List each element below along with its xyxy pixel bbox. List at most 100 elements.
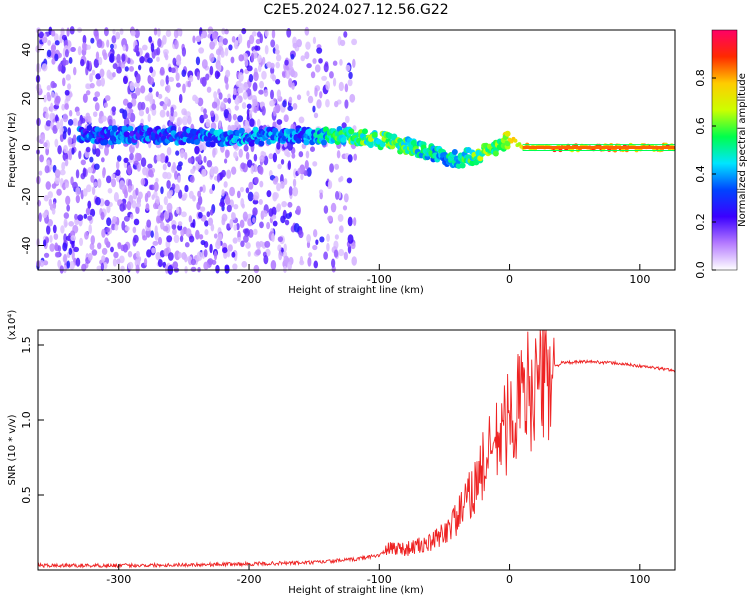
spectrogram-cell (226, 169, 232, 179)
spectrogram-cell (196, 251, 203, 262)
spectrogram-cell (38, 170, 43, 176)
spectrogram-cell (152, 240, 159, 246)
spectrogram-cell (242, 211, 248, 222)
spectrogram-cell (212, 148, 216, 158)
spectrogram-cell (60, 225, 65, 234)
spectrogram-cell (138, 64, 142, 71)
spectrogram-cell (255, 249, 261, 256)
spectrogram-cell (134, 44, 139, 54)
spectrogram-cell (319, 192, 323, 200)
spectrogram-cell (106, 204, 111, 214)
x-tick-label: 0 (506, 273, 513, 286)
spectrogram-cell (298, 116, 305, 124)
spectrogram-cell (85, 83, 90, 90)
spectrogram-cell (157, 93, 163, 100)
spectrogram-cell (259, 155, 265, 163)
spectrogram-cell (91, 249, 98, 256)
spectrogram-cell (135, 250, 140, 258)
spectrogram-cell (249, 118, 255, 127)
spectrogram-cell (158, 204, 163, 211)
spectrogram-cell (99, 68, 105, 78)
spectrogram-cell (135, 73, 141, 84)
spectrogram-cell (181, 115, 188, 126)
spectrogram-cell (282, 100, 287, 108)
spectrogram-cell (205, 118, 211, 128)
spectrogram-cell (130, 30, 136, 37)
spectrogram-cell (255, 38, 261, 45)
spectrogram-cell (184, 151, 188, 160)
spectrogram-cell (155, 177, 159, 183)
spectrogram-cell (203, 249, 208, 258)
spectrogram-cell (96, 79, 102, 87)
spectrogram-cell (237, 33, 243, 44)
spectrogram-cell (190, 258, 197, 266)
spectrogram-cell (51, 58, 56, 65)
spectrogram-cell (238, 72, 244, 83)
spectrogram-cell (189, 175, 195, 183)
spectrogram-cell (244, 228, 250, 238)
spectrogram-cell (189, 75, 194, 83)
spectrogram-cell (173, 183, 180, 194)
spectrogram-cell (262, 210, 268, 217)
spectrogram-cell (140, 85, 146, 94)
spectrogram-cell (59, 33, 63, 44)
spectrogram-cell (213, 166, 219, 174)
spectrogram-cell (173, 29, 179, 39)
y-tick-label: 20 (20, 92, 33, 106)
spectrogram-cell (246, 65, 253, 72)
spectrogram-cell (306, 63, 312, 69)
spectrogram-cell (148, 87, 153, 93)
spectrogram-cell (253, 153, 258, 162)
spectrogram-cell (300, 55, 306, 62)
spectrogram-cell (288, 66, 295, 76)
spectrogram-cell (166, 235, 173, 243)
spectrogram-track-cell (303, 139, 310, 146)
spectrogram-cell (63, 145, 68, 154)
spectrogram-cell (127, 112, 131, 120)
spectrogram-cell (46, 49, 52, 58)
spectrogram-cell (345, 64, 351, 72)
spectrogram-cell (95, 73, 102, 80)
spectrogram-cell (342, 205, 348, 211)
spectrogram-cell (314, 87, 318, 97)
spectrogram-cell (163, 248, 170, 257)
spectrogram-cell (276, 183, 281, 192)
spectrogram-cell (87, 200, 92, 209)
spectrogram-cell (103, 27, 109, 37)
spectrogram-cell (270, 260, 277, 270)
x-tick-label: 100 (629, 573, 650, 586)
spectrogram-cell (39, 154, 44, 163)
colorbar-frame (711, 29, 738, 271)
spectrogram-cell (86, 44, 91, 50)
spectrogram-cell (224, 47, 229, 57)
spectrogram-cell (137, 191, 143, 200)
spectrogram-cell (133, 234, 139, 244)
spectrogram-track-cell (111, 125, 118, 132)
spectrogram-cell (249, 109, 253, 120)
spectrogram-cell (58, 63, 63, 72)
spectrogram-cell (46, 84, 51, 91)
spectrogram-cell (115, 31, 121, 40)
spectrogram-cell (159, 153, 166, 164)
spectrogram-cell (347, 234, 354, 244)
spectrogram-cell (78, 150, 82, 160)
spectrogram-cell (223, 97, 229, 103)
spectrogram-cell (284, 148, 290, 157)
spectrogram-cell (52, 124, 58, 134)
spectrogram-cell (244, 119, 250, 130)
spectrogram-cell (199, 206, 206, 213)
spectrogram-cell (127, 250, 133, 258)
spectrogram-cell (154, 225, 158, 235)
spectrogram-cell (315, 239, 319, 246)
spectrogram-cell (95, 148, 101, 157)
spectrogram-cell (198, 211, 203, 219)
spectrogram-cell (89, 82, 95, 89)
spectrogram-cell (257, 165, 263, 175)
spectrogram-cell (75, 169, 80, 179)
spectrogram-cell (337, 213, 344, 222)
spectrogram-cell (46, 91, 51, 98)
spectrogram-cell (252, 217, 256, 223)
spectrogram-cell (156, 56, 160, 62)
spectrogram-cell (70, 235, 76, 242)
spectrogram-cell (296, 39, 302, 48)
